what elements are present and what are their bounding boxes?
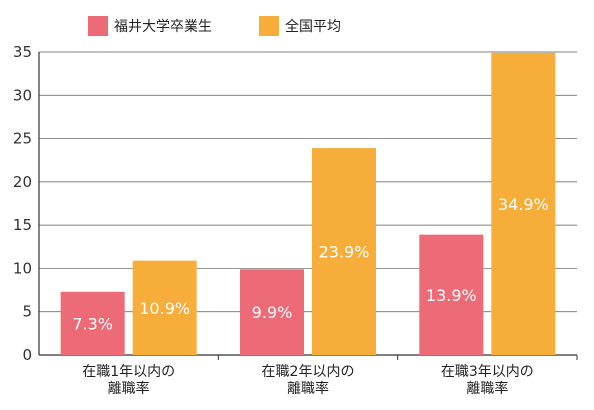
bar	[491, 52, 556, 355]
y-axis: 0 5 10 15 20 25 30 35	[13, 43, 40, 364]
bar-value-label: 13.9%	[426, 286, 477, 305]
bar-value-label: 23.9%	[319, 243, 370, 262]
bars: 7.3% 10.9% 9.9% 23.9% 13.9% 34.9%	[60, 52, 556, 355]
x-tick-label: 在職1年以内の	[82, 364, 175, 380]
x-tick-label: 離職率	[466, 380, 508, 397]
legend-label: 福井大学卒業生	[114, 19, 212, 35]
y-tick-label: 15	[13, 216, 32, 234]
y-tick-label: 30	[13, 86, 32, 104]
y-tick-label: 25	[13, 130, 32, 148]
y-tick-label: 10	[13, 259, 32, 277]
y-tick-label: 0	[22, 346, 32, 364]
legend-swatch	[88, 16, 108, 36]
y-tick-label: 35	[13, 43, 32, 61]
bar-value-label: 34.9%	[498, 195, 549, 214]
bar	[419, 234, 484, 355]
bar	[132, 260, 197, 355]
gridlines	[39, 51, 577, 356]
bar	[312, 148, 376, 355]
y-tick-label: 5	[22, 303, 32, 321]
bar	[240, 269, 304, 355]
x-tick-label: 在職3年以内の	[441, 364, 534, 380]
bar-value-label: 7.3%	[72, 314, 113, 333]
bar-value-label: 9.9%	[252, 303, 293, 322]
x-tick-label: 在職2年以内の	[262, 364, 355, 380]
legend-label: 全国平均	[285, 18, 341, 35]
legend: 福井大学卒業生 全国平均	[88, 16, 341, 36]
bar	[60, 291, 125, 355]
x-tick-label: 離職率	[108, 380, 150, 397]
y-tick-label: 20	[13, 173, 32, 191]
x-tick-label: 離職率	[287, 380, 329, 397]
bar-value-label: 10.9%	[139, 299, 190, 318]
legend-swatch	[259, 16, 279, 36]
